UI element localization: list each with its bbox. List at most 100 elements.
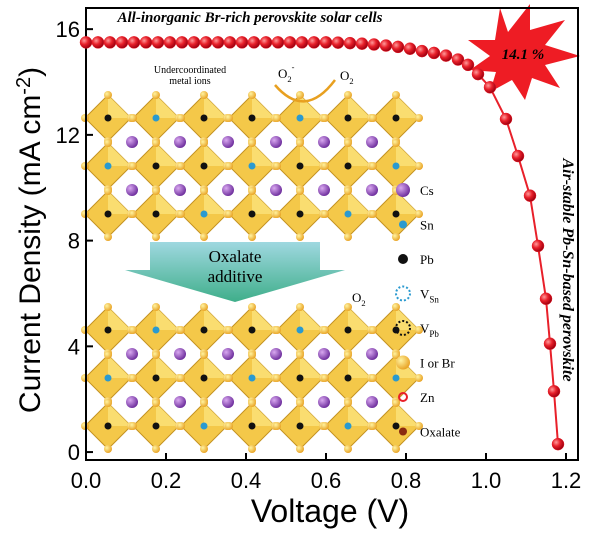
inset-legend-label: Oxalate: [420, 425, 461, 440]
lattice-cs: [270, 136, 282, 148]
additive-label: Oxalate: [209, 247, 262, 266]
data-point: [319, 36, 333, 49]
lattice-cs: [270, 396, 282, 408]
lattice-halide: [104, 187, 112, 195]
chemical-sub: 2: [349, 76, 353, 86]
lattice-halide: [104, 445, 112, 453]
lattice-halide: [129, 114, 137, 122]
lattice-metal: [152, 162, 160, 170]
lattice-cs: [174, 136, 186, 148]
lattice-face: [108, 403, 131, 426]
lattice-halide: [296, 139, 304, 147]
lattice-face: [300, 307, 323, 330]
chemical-label: O2: [340, 68, 354, 86]
lattice-metal: [152, 114, 160, 122]
lattice-face: [300, 355, 323, 378]
data-point: [295, 36, 309, 49]
lattice-metal: [392, 162, 400, 170]
x-tick-label: 0.6: [311, 468, 342, 493]
undercoordinated-label: metal ions: [169, 76, 210, 87]
lattice-halide: [273, 114, 281, 122]
lattice-halide: [152, 445, 160, 453]
lattice-face: [108, 191, 131, 214]
lattice-metal: [200, 210, 208, 218]
inset-legend-symbol: [395, 320, 411, 336]
inset-legend-main: V: [420, 287, 430, 302]
lattice-cs: [270, 184, 282, 196]
lattice-halide: [369, 210, 377, 218]
data-point: [283, 36, 297, 49]
data-point: [379, 39, 393, 52]
lattice-halide: [321, 422, 329, 430]
lattice-halide: [200, 233, 208, 241]
lattice-halide: [344, 139, 352, 147]
inset-legend-main: Cs: [420, 183, 434, 198]
lattice-metal: [296, 210, 304, 218]
lattice-halide: [200, 187, 208, 195]
y-axis-label-sup: -2: [13, 77, 35, 95]
lattice-cs: [318, 136, 330, 148]
lattice-cs: [222, 184, 234, 196]
lattice-halide: [200, 445, 208, 453]
lattice-halide: [344, 233, 352, 241]
data-point: [415, 44, 429, 58]
inset-legend-symbol: [399, 220, 407, 229]
lattice-halide: [104, 399, 112, 407]
lattice-metal: [152, 374, 160, 382]
lattice-metal: [392, 374, 400, 382]
lattice-cs: [126, 136, 138, 148]
lattice-halide: [392, 303, 400, 311]
y-axis-label: Current Density (mA cm-2): [13, 67, 47, 413]
data-point: [547, 385, 561, 398]
lattice-face: [396, 143, 419, 166]
lattice-cs: [174, 396, 186, 408]
lattice-halide: [225, 326, 233, 334]
lattice-halide: [152, 187, 160, 195]
lattice-metal: [104, 422, 112, 430]
lattice-face: [348, 191, 371, 214]
lattice-halide: [152, 233, 160, 241]
x-tick-label: 0.8: [391, 468, 422, 493]
data-point: [511, 149, 525, 163]
efficiency-star: [468, 4, 580, 100]
x-tick-label: 0.0: [71, 468, 102, 493]
inset-legend-main: Pb: [420, 252, 434, 267]
data-point: [307, 36, 321, 49]
y-tick-label: 8: [68, 229, 80, 254]
lattice-face: [204, 307, 227, 330]
lattice-metal: [344, 422, 352, 430]
lattice-metal: [248, 374, 256, 382]
x-tick-label: 0.2: [151, 468, 182, 493]
data-point: [531, 239, 545, 253]
lattice-halide: [344, 399, 352, 407]
data-point: [543, 337, 557, 350]
data-point: [211, 36, 225, 49]
inset-legend-main: Sn: [420, 218, 434, 233]
o2-curve: [274, 79, 336, 103]
lattice-halide: [369, 162, 377, 170]
chemical-sub: 2: [361, 298, 365, 308]
lattice-face: [108, 307, 131, 330]
lattice-metal: [248, 114, 256, 122]
chemical-main: O: [352, 290, 361, 305]
lattice-face: [156, 143, 179, 166]
efficiency-label: 14.1 %: [502, 47, 545, 63]
lattice-halide: [152, 399, 160, 407]
additive-arrow: [125, 242, 345, 302]
lattice-halide: [369, 326, 377, 334]
lattice-halide: [225, 422, 233, 430]
lattice-halide: [321, 374, 329, 382]
lattice-halide: [177, 162, 185, 170]
inset-legend-symbol: [399, 427, 407, 436]
data-point: [223, 36, 237, 49]
data-point: [199, 36, 213, 49]
lattice-halide: [369, 422, 377, 430]
inset-legend-symbol: [398, 254, 408, 264]
lattice-face: [300, 403, 323, 426]
inset-legend-symbol: [395, 285, 411, 302]
lattice-cs: [318, 396, 330, 408]
lattice-halide: [129, 374, 137, 382]
chemical-main: O: [278, 66, 287, 81]
lattice-face: [108, 355, 131, 378]
